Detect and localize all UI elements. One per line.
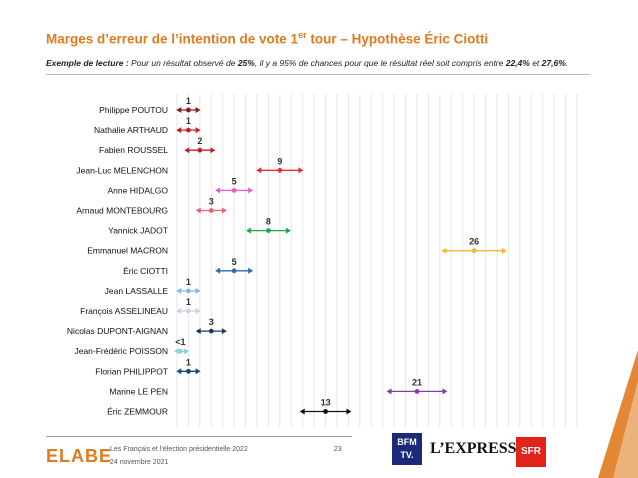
header-rule [46,74,590,75]
candidate-name: Jean-Luc MELENCHON [76,165,168,175]
data-label: 1 [186,297,191,307]
candidate-name: Yannick JADOT [108,226,168,236]
data-label: 1 [186,277,191,287]
corner-decoration-icon [598,350,638,478]
data-label: 1 [186,116,191,126]
data-label: 26 [469,237,479,247]
data-point [178,348,183,354]
error-bar-low-arrow [176,287,182,294]
data-label: 1 [186,96,191,106]
data-label: 1 [186,357,191,367]
error-bar-low-arrow [215,267,221,274]
error-bar-low-arrow [184,147,190,154]
candidate-name: Éric ZEMMOUR [107,407,168,417]
candidate-name: Philippe POUTOU [99,105,168,115]
data-label: 3 [209,317,214,327]
error-bar-low-arrow [176,368,182,375]
error-bar-high-arrow [195,127,201,134]
error-bar-low-arrow [195,207,201,214]
error-bar-high-arrow [195,368,201,375]
data-point [231,268,237,274]
data-point [186,127,191,133]
sfr-logo: SFR [516,437,546,467]
data-label: 3 [209,197,214,207]
candidate-name: Nathalie ARTHAUD [94,125,168,135]
error-bar-high-arrow [248,187,254,194]
error-bar-high-arrow [346,408,352,415]
data-point [471,248,477,254]
error-bar-low-arrow [195,328,201,335]
data-point [186,107,191,113]
data-point [186,308,191,314]
error-bar-high-arrow [248,267,254,274]
error-bar-high-arrow [195,308,201,314]
error-bar-low-arrow [215,187,221,194]
error-bar-low-arrow [176,308,182,314]
error-bar-high-arrow [221,207,227,214]
candidate-name: Fabien ROUSSEL [99,145,168,155]
error-bar-high-arrow [442,388,448,395]
error-bar-low-arrow [299,408,305,415]
error-bar-high-arrow [221,328,227,335]
data-label: 5 [232,257,237,267]
error-bar-low-arrow [441,247,447,254]
candidate-name: Jean-Frédéric POISSON [74,346,168,356]
data-point [414,389,420,394]
bfmtv-logo: BFM TV. [392,433,422,465]
error-bar-low-arrow [246,227,251,234]
candidate-name: François ASSELINEAU [80,306,168,316]
lexpress-logo: L’EXPRESS [430,440,517,457]
error-bar-high-arrow [195,107,201,113]
candidate-name: Emmanuel MACRON [87,246,168,256]
candidate-name: Jean LASSALLE [105,286,169,296]
error-bar-high-arrow [210,147,216,154]
data-label: <1 [175,337,185,347]
candidate-name: Éric CIOTTI [123,266,168,276]
data-label: 13 [321,398,331,408]
data-label: 9 [277,156,282,166]
reading-example: Exemple de lecture : Pour un résultat ob… [46,58,569,68]
data-point [197,147,203,153]
data-point [231,188,237,193]
footer-study: Les Français et l’élection présidentiell… [110,446,248,453]
data-label: 2 [197,136,202,146]
data-point [186,288,191,294]
error-bar-high-arrow [195,287,201,294]
elabe-logo: ELABE [46,446,113,466]
page-title: Marges d’erreur de l’intention de vote 1… [46,30,489,47]
data-label: 8 [266,217,271,227]
error-bar-high-arrow [285,227,291,234]
error-bar-low-arrow [176,127,182,134]
data-label: 5 [232,176,237,186]
candidate-name: Nicolas DUPONT-AIGNAN [67,326,168,336]
data-point [323,409,328,414]
error-bar-high-arrow [501,247,507,254]
data-point [208,208,214,213]
candidate-name: Marine LE PEN [109,386,168,396]
error-bar-low-arrow [176,107,182,113]
footer-date: 24 novembre 2021 [110,459,169,466]
error-bar-low-arrow [174,348,179,355]
error-bar-low-arrow [256,167,262,174]
error-bar-low-arrow [386,388,392,395]
data-label: 21 [412,377,422,387]
candidate-name: Florian PHILIPPOT [95,366,168,376]
page-number: 23 [334,446,342,453]
data-point [208,328,214,334]
error-bar-high-arrow [298,167,304,174]
candidate-name: Anne HIDALGO [108,185,169,195]
footer-rule [46,436,352,437]
candidate-name: Arnaud MONTEBOURG [76,206,168,216]
data-point [266,228,271,234]
error-bar-high-arrow [184,348,190,355]
data-point [186,368,191,374]
data-point [277,167,283,173]
